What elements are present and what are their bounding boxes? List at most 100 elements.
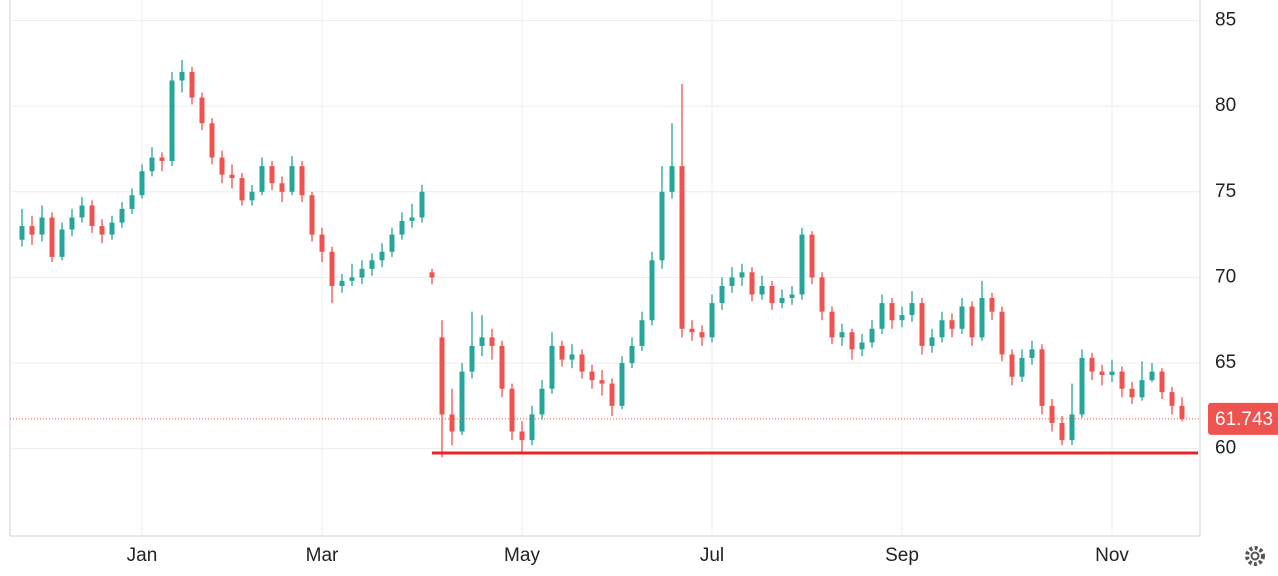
candle-body bbox=[359, 268, 365, 278]
candle-body bbox=[1029, 349, 1035, 358]
candle-body bbox=[449, 414, 455, 432]
candle-body bbox=[129, 195, 135, 209]
y-tick-label: 80 bbox=[1215, 95, 1236, 116]
candles bbox=[19, 59, 1185, 458]
candle-body bbox=[369, 260, 375, 269]
candle-body bbox=[169, 80, 175, 161]
candle-body bbox=[319, 234, 325, 252]
candle-body bbox=[89, 205, 95, 227]
candle-body bbox=[469, 345, 475, 372]
candle-body bbox=[979, 297, 985, 338]
gear-hole bbox=[1250, 551, 1260, 561]
candle-body bbox=[739, 272, 745, 278]
y-tick-label: 60 bbox=[1215, 438, 1236, 459]
y-tick-label: 85 bbox=[1215, 10, 1236, 31]
candle-body bbox=[249, 191, 255, 201]
candle-body bbox=[959, 306, 965, 329]
candle-body bbox=[819, 277, 825, 312]
last-price-box bbox=[1208, 402, 1278, 435]
candle-body bbox=[1109, 371, 1115, 376]
y-tick-label: 65 bbox=[1215, 352, 1236, 373]
candle-body bbox=[1069, 414, 1075, 441]
candle-body bbox=[179, 71, 185, 81]
candle-body bbox=[529, 414, 535, 441]
candle-body bbox=[239, 178, 245, 201]
candle-body bbox=[1149, 371, 1155, 381]
candle-body bbox=[429, 272, 435, 278]
candle-body bbox=[889, 303, 895, 321]
x-tick-label: Jul bbox=[700, 545, 724, 566]
candle-body bbox=[589, 371, 595, 381]
candle-body bbox=[1089, 357, 1095, 372]
candle-body bbox=[749, 272, 755, 295]
candle-body bbox=[519, 431, 525, 441]
candle-body bbox=[119, 208, 125, 223]
candle-body bbox=[289, 166, 295, 192]
candle-body bbox=[189, 71, 195, 98]
candle-body bbox=[79, 205, 85, 218]
candle-body bbox=[809, 234, 815, 278]
x-tick-label: Sep bbox=[885, 545, 919, 566]
candle-body bbox=[539, 388, 545, 415]
y-tick-label: 75 bbox=[1215, 181, 1236, 202]
candle-body bbox=[869, 328, 875, 343]
candle-body bbox=[969, 306, 975, 338]
candle-body bbox=[919, 303, 925, 346]
candle-body bbox=[159, 157, 165, 161]
candle-body bbox=[1139, 380, 1145, 398]
candle-body bbox=[479, 337, 485, 346]
settings-icon[interactable] bbox=[1245, 546, 1265, 566]
candle-body bbox=[999, 311, 1005, 355]
candle-body bbox=[229, 174, 235, 179]
candle-body bbox=[339, 280, 345, 286]
candle-body bbox=[99, 226, 105, 235]
y-tick-label: 70 bbox=[1215, 266, 1236, 287]
candle-body bbox=[219, 157, 225, 175]
candle-body bbox=[619, 363, 625, 406]
candle-body bbox=[639, 320, 645, 346]
candle-body bbox=[719, 285, 725, 304]
candle-body bbox=[709, 303, 715, 338]
candle-body bbox=[1019, 357, 1025, 377]
candle-body bbox=[899, 315, 905, 321]
candle-body bbox=[1169, 392, 1175, 406]
candle-body bbox=[779, 297, 785, 304]
candle-body bbox=[1129, 388, 1135, 398]
candle-body bbox=[1119, 371, 1125, 389]
candle-body bbox=[19, 226, 25, 240]
candle-body bbox=[269, 166, 275, 184]
candle-body bbox=[569, 354, 575, 360]
candle-body bbox=[379, 251, 385, 261]
last-price-label: 61.743 bbox=[1215, 409, 1273, 430]
candle-body bbox=[1049, 405, 1055, 423]
candle-body bbox=[699, 332, 705, 338]
candle-body bbox=[939, 320, 945, 338]
candle-body bbox=[139, 171, 145, 196]
candle-body bbox=[1009, 354, 1015, 377]
candle-body bbox=[59, 229, 65, 257]
candle-body bbox=[1079, 357, 1085, 415]
candle-body bbox=[729, 277, 735, 286]
candle-body bbox=[769, 285, 775, 304]
candle-body bbox=[759, 285, 765, 295]
candle-body bbox=[409, 217, 415, 221]
candle-body bbox=[389, 234, 395, 252]
candle-body bbox=[1179, 405, 1185, 419]
x-tick-label: Mar bbox=[306, 545, 339, 566]
candle-body bbox=[669, 166, 675, 192]
candle-body bbox=[209, 123, 215, 158]
candle-body bbox=[499, 345, 505, 389]
candle-body bbox=[149, 157, 155, 172]
candle-body bbox=[609, 383, 615, 406]
gear-teeth bbox=[1245, 546, 1265, 566]
candle-body bbox=[349, 277, 355, 281]
x-tick-label: May bbox=[504, 545, 540, 566]
candle-body bbox=[279, 183, 285, 192]
candle-body bbox=[459, 371, 465, 432]
candle-body bbox=[69, 217, 75, 230]
candle-body bbox=[949, 320, 955, 329]
candle-body bbox=[1099, 371, 1105, 376]
candle-body bbox=[929, 337, 935, 346]
candle-body bbox=[329, 251, 335, 286]
